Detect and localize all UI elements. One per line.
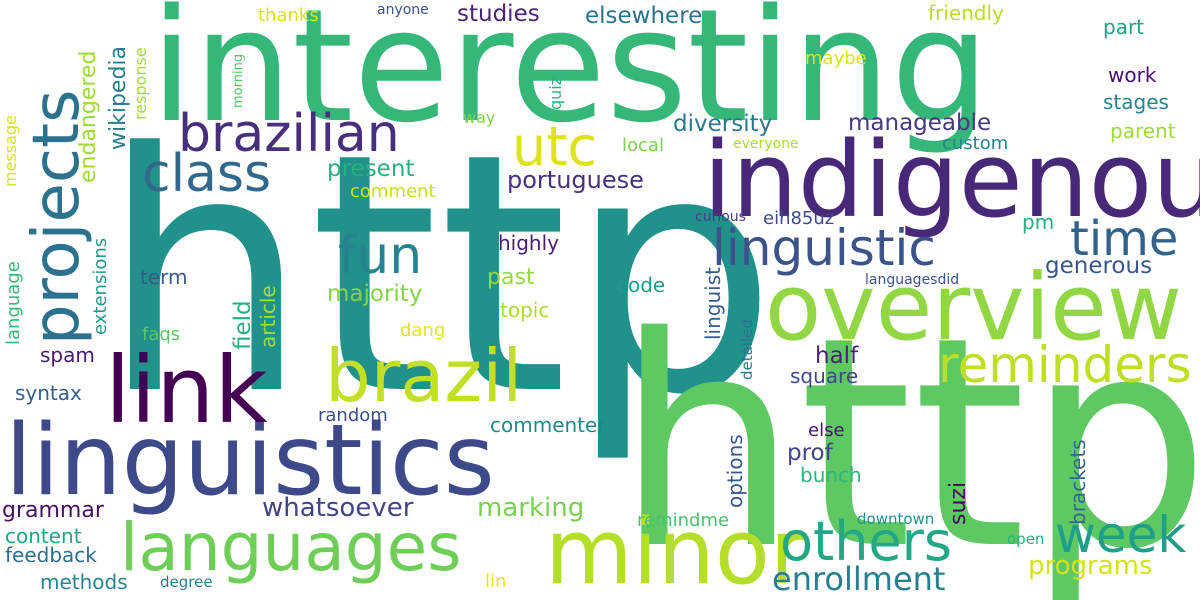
word-everyone: everyone [733,136,799,152]
word-field: field [230,300,256,350]
word-languagesdid: languagesdid [865,272,960,288]
word-square: square [790,364,859,388]
word-extensions: extensions [90,237,111,335]
word-https: https [615,276,1200,600]
word-open: open [1007,530,1045,548]
word-utc: utc [512,115,598,178]
word-manageable: manageable [848,110,992,136]
word-http: http [100,83,778,467]
word-degree: degree [160,573,213,591]
word-grammar: grammar [2,498,104,523]
word-portuguese: portuguese [507,166,644,194]
word-bunch: bunch [800,463,862,487]
word-anyone: anyone [377,2,429,18]
word-interesting: interesting [150,0,990,157]
word-linguistic: linguistic [712,219,936,277]
word-maybe: maybe [805,48,867,69]
word-code: code [617,273,666,297]
word-brazilian: brazilian [178,104,400,164]
word-indigenous: indigenous [703,119,1200,241]
word-feedback: feedback [5,543,97,567]
word-methods: methods [40,570,128,594]
word-linguistics: linguistics [5,404,495,518]
word-class: class [142,144,272,204]
word-others: others [780,510,952,573]
word-eih85uz: eih85uz [763,208,835,229]
word-present: present [327,156,415,182]
word-minor: minor [545,500,807,600]
word-way: way [463,108,496,127]
word-dang: dang [400,320,446,341]
word-quiz: quiz [546,76,565,110]
word-reminders: reminders [938,336,1192,394]
word-spam: spam [40,343,95,367]
word-languages: languages [120,509,462,586]
word-message: message [1,115,20,187]
word-curious: curious [695,209,746,225]
word-link: link [105,337,268,444]
word-suzi: suzi [946,481,971,525]
word-part: part [1103,15,1145,39]
word-overview: overview [765,254,1183,361]
word-half: half [815,343,859,369]
word-random: random [318,405,388,426]
word-friendly: friendly [928,1,1004,25]
word-brazil: brazil [325,334,523,418]
word-parent: parent [1110,119,1176,143]
word-commenter: commenter [490,413,606,437]
word-lin: lin [485,571,507,592]
word-generous: generous [1045,253,1153,279]
word-content: content [5,524,82,548]
word-stages: stages [1103,90,1169,114]
word-options: options [723,434,747,508]
word-remindme: remindme [637,510,730,531]
word-term: term [140,265,188,289]
word-elsewhere: elsewhere [585,3,703,29]
word-downtown: downtown [857,510,935,528]
word-morning: morning [231,53,246,108]
word-past: past [487,265,535,290]
word-time: time [1070,211,1179,267]
word-week: week [1055,506,1187,564]
word-wikipedia: wikipedia [106,45,131,150]
word-studies: studies [457,1,540,27]
word-article: article [256,285,280,348]
word-highly: highly [498,231,559,255]
word-majority: majority [327,281,423,307]
word-comment: comment [350,181,436,202]
word-work: work [1108,63,1157,87]
word-faqs: faqs [142,324,181,345]
word-thanks: thanks [258,5,319,26]
word-prof: prof [787,440,833,466]
word-topic: topic [500,298,550,322]
word-brackets: brackets [1066,439,1090,525]
word-response: response [131,47,150,120]
word-enrollment: enrollment [772,560,946,598]
word-syntax: syntax [15,381,82,405]
word-programs: programs [1028,551,1153,581]
word-custom: custom [942,133,1009,154]
word-pm: pm [1022,210,1055,234]
word-diversity: diversity [673,111,773,137]
word-fun: fun [338,226,423,286]
word-detailed: detailed [738,319,756,380]
word-language: language [3,261,24,345]
word-linguist: linguist [701,267,725,340]
word-marking: marking [477,493,585,523]
word-local: local [622,135,664,156]
word-whatsoever: whatsoever [262,493,414,523]
word-else: else [808,420,845,441]
word-endangered: endangered [76,50,101,183]
